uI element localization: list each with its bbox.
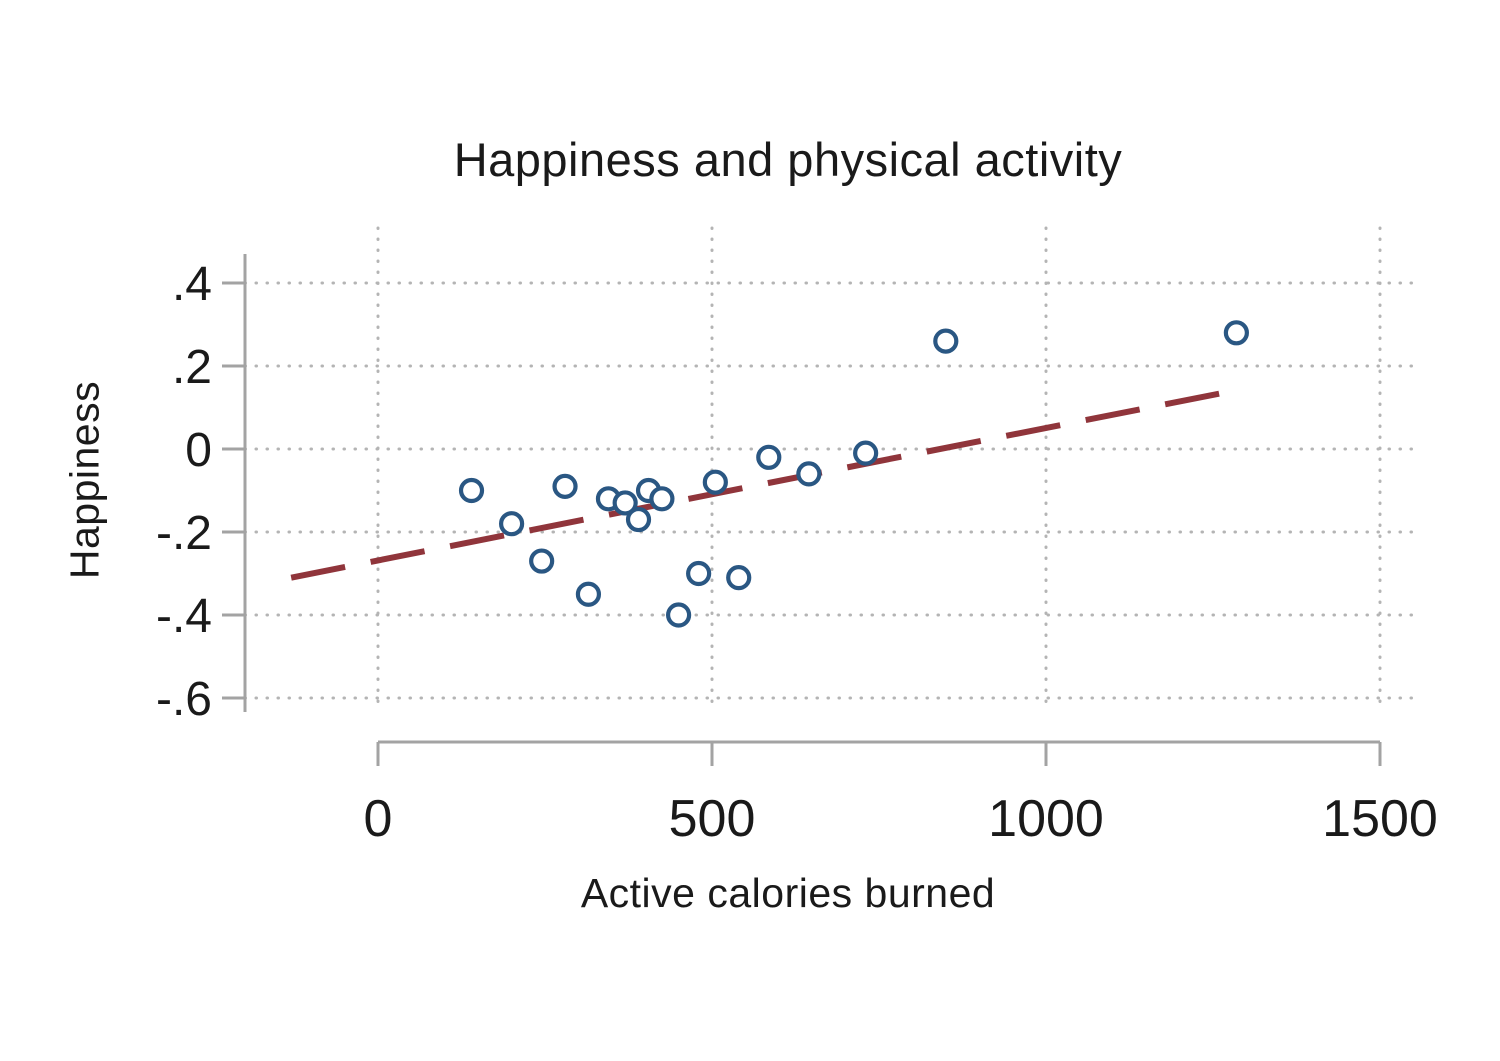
scatter-point — [458, 477, 485, 504]
scatter-point — [756, 444, 782, 470]
x-tick-label: 1500 — [1322, 790, 1438, 848]
x-tick-label: 500 — [669, 790, 756, 848]
y-tick-label: .4 — [172, 258, 212, 311]
y-tick-label: -.2 — [156, 507, 212, 560]
scatter-point — [499, 511, 525, 537]
scatter-point — [575, 581, 602, 607]
scatter-point — [612, 490, 638, 516]
y-tick-label: -.6 — [156, 673, 212, 726]
scatter-point — [552, 473, 578, 499]
scatter-point — [665, 602, 692, 628]
scatter-point — [625, 506, 652, 533]
scatter-point — [1223, 320, 1249, 346]
x-tick-label: 1000 — [988, 790, 1104, 848]
chart-title: Happiness and physical activity — [453, 133, 1123, 186]
x-tick-label: 0 — [364, 790, 393, 848]
fit-line — [290, 387, 1234, 581]
y-tick-label: -.4 — [156, 590, 212, 643]
scatter-point — [529, 548, 555, 574]
scatter-point — [702, 469, 728, 495]
scatter-point — [726, 565, 752, 591]
scatter-point — [686, 560, 712, 587]
y-tick-label: 0 — [185, 424, 212, 477]
x-axis-label: Active calories burned — [580, 870, 996, 916]
scatter-point — [853, 440, 879, 466]
scatter-point — [796, 461, 822, 487]
y-tick-label: .2 — [172, 341, 212, 394]
scatter-point — [933, 328, 959, 354]
scatter-point — [649, 486, 675, 512]
